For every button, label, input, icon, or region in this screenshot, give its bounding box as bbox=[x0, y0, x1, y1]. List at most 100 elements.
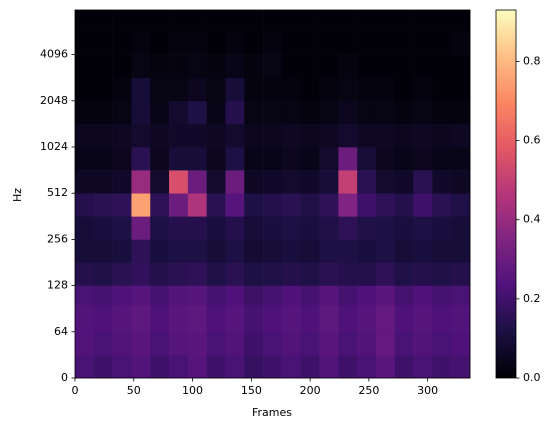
cell bbox=[413, 193, 433, 217]
cell bbox=[131, 10, 151, 32]
cell bbox=[375, 262, 396, 286]
cell bbox=[432, 31, 452, 55]
cell bbox=[432, 216, 452, 240]
cell bbox=[281, 54, 302, 79]
cell bbox=[93, 354, 113, 379]
cell bbox=[263, 354, 283, 379]
colorbar bbox=[495, 9, 517, 379]
cell bbox=[93, 147, 113, 171]
cell bbox=[432, 262, 452, 286]
cell bbox=[394, 123, 414, 148]
cell bbox=[375, 54, 396, 79]
cell bbox=[357, 216, 377, 240]
y-tick-label: 128 bbox=[47, 279, 68, 292]
cell bbox=[451, 123, 471, 148]
cell bbox=[413, 170, 433, 194]
cell bbox=[319, 10, 339, 32]
cell bbox=[169, 262, 189, 286]
cell bbox=[319, 31, 339, 55]
cell bbox=[169, 54, 189, 79]
cell bbox=[357, 285, 377, 306]
cell bbox=[451, 354, 471, 379]
cell bbox=[131, 31, 151, 55]
cell bbox=[225, 304, 245, 333]
cell bbox=[131, 216, 151, 240]
cell bbox=[357, 77, 377, 102]
cell bbox=[357, 54, 377, 79]
cell bbox=[394, 77, 414, 102]
cell bbox=[375, 123, 396, 148]
cell bbox=[206, 31, 226, 55]
cell bbox=[319, 147, 339, 171]
cell bbox=[300, 31, 320, 55]
cell bbox=[263, 285, 283, 306]
cell bbox=[244, 77, 264, 102]
cell bbox=[300, 123, 320, 148]
cell bbox=[338, 193, 358, 217]
cell bbox=[281, 354, 302, 379]
cell bbox=[375, 239, 396, 263]
cell bbox=[300, 216, 320, 240]
cell bbox=[93, 304, 113, 333]
cell bbox=[394, 239, 414, 263]
cell bbox=[225, 170, 245, 194]
cell bbox=[375, 10, 396, 32]
cell bbox=[244, 147, 264, 171]
cell bbox=[413, 354, 433, 379]
cell bbox=[169, 331, 189, 356]
cell bbox=[338, 54, 358, 79]
cell bbox=[93, 239, 113, 263]
cell bbox=[300, 100, 320, 125]
cell bbox=[338, 31, 358, 55]
cell bbox=[187, 331, 207, 356]
cell bbox=[451, 77, 471, 102]
cell bbox=[131, 304, 151, 333]
cell bbox=[225, 216, 245, 240]
cell bbox=[319, 331, 339, 356]
cell bbox=[169, 147, 189, 171]
cell bbox=[225, 331, 245, 356]
cell bbox=[394, 216, 414, 240]
cell bbox=[93, 331, 113, 356]
cell bbox=[225, 123, 245, 148]
cell bbox=[75, 216, 95, 240]
cell bbox=[206, 239, 226, 263]
cell bbox=[394, 100, 414, 125]
cell bbox=[338, 354, 358, 379]
cell bbox=[413, 304, 433, 333]
cell bbox=[150, 331, 170, 356]
cell bbox=[432, 285, 452, 306]
cell bbox=[263, 216, 283, 240]
colorbar-tick-label: 0.8 bbox=[523, 54, 541, 67]
cell bbox=[338, 10, 358, 32]
cell bbox=[225, 54, 245, 79]
y-tick-label: 256 bbox=[47, 232, 68, 245]
cell bbox=[451, 170, 471, 194]
cell bbox=[338, 331, 358, 356]
cell bbox=[432, 331, 452, 356]
cell bbox=[281, 170, 302, 194]
cell bbox=[75, 304, 95, 333]
cell bbox=[413, 77, 433, 102]
cell bbox=[413, 262, 433, 286]
cell bbox=[300, 147, 320, 171]
cell bbox=[112, 193, 132, 217]
cell bbox=[432, 304, 452, 333]
colorbar-tick-label: 0.0 bbox=[523, 371, 541, 384]
cell bbox=[394, 10, 414, 32]
cell bbox=[206, 170, 226, 194]
cell bbox=[150, 77, 170, 102]
cell bbox=[263, 100, 283, 125]
cell bbox=[75, 10, 95, 32]
y-tick-label: 1024 bbox=[40, 140, 68, 153]
cell bbox=[150, 100, 170, 125]
cell bbox=[357, 262, 377, 286]
cell bbox=[357, 193, 377, 217]
cell bbox=[281, 100, 302, 125]
cell bbox=[150, 54, 170, 79]
cell bbox=[225, 31, 245, 55]
cell bbox=[281, 262, 302, 286]
cell bbox=[281, 193, 302, 217]
cell bbox=[338, 147, 358, 171]
cell bbox=[244, 193, 264, 217]
